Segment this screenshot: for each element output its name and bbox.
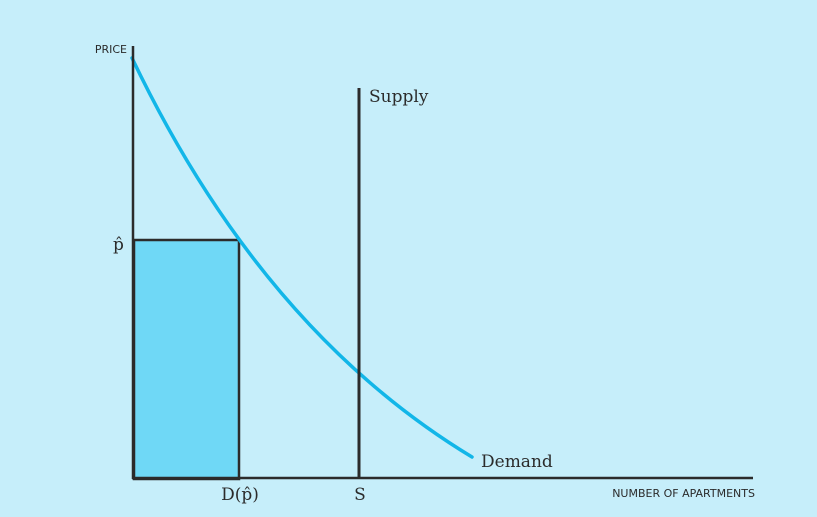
x-axis-label: NUMBER OF APARTMENTS bbox=[612, 487, 755, 500]
y-axis-label: PRICE bbox=[95, 43, 127, 56]
price-label: p̂ bbox=[113, 235, 124, 255]
supply-quantity-label: S bbox=[354, 485, 366, 505]
demand-label: Demand bbox=[481, 452, 553, 472]
demand-at-price-label: D(p̂) bbox=[221, 485, 259, 505]
demand-curve bbox=[130, 56, 474, 459]
supply-label: Supply bbox=[369, 87, 429, 107]
shaded-region bbox=[132, 238, 241, 481]
